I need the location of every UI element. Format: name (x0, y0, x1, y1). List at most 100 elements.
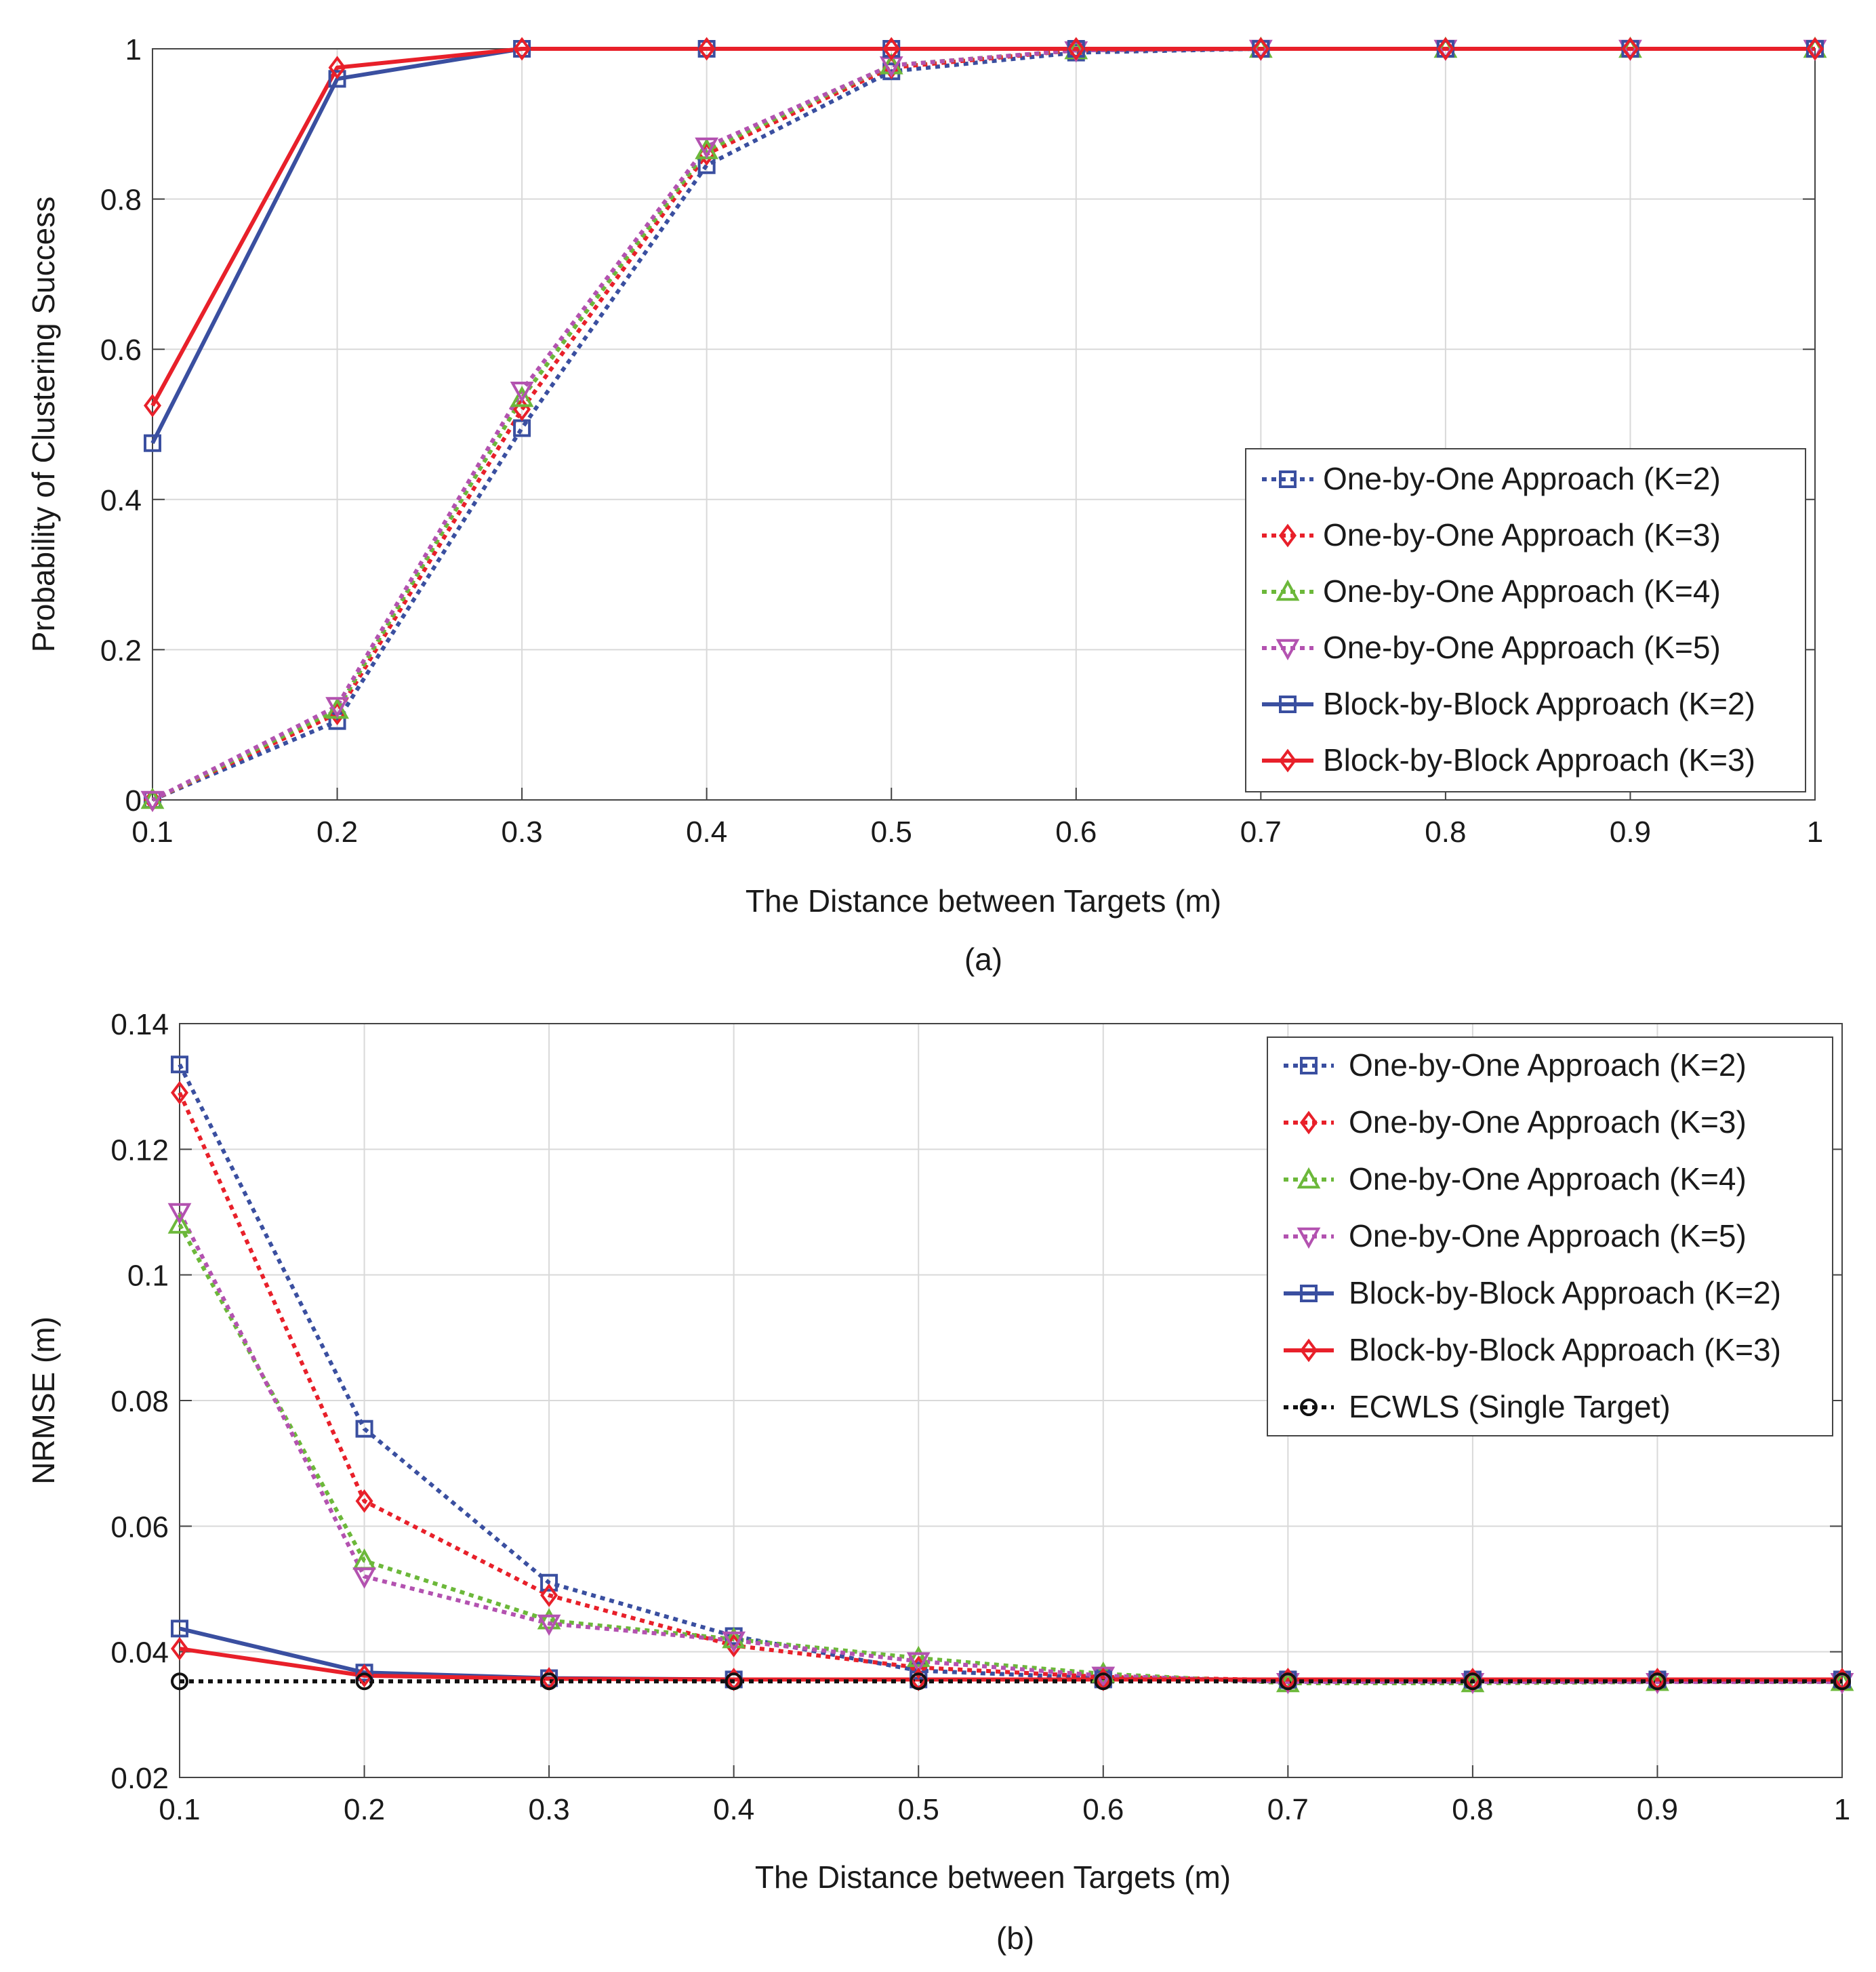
panel-a-legend-box (1245, 448, 1806, 792)
panel-a-legend-label-4: Block-by-Block Approach (K=2) (1323, 686, 1755, 721)
panel-b-legend-label-6: ECWLS (Single Target) (1349, 1389, 1671, 1424)
panel-a-x-tick-label: 0.5 (871, 816, 912, 849)
panel-a-series (140, 36, 1827, 813)
panel-a-x-tick-label: 0.3 (502, 816, 543, 849)
panel-a-series-4-point (328, 70, 346, 88)
panel-b-x-tick-label: 0.6 (1082, 1793, 1124, 1826)
panel-a-series-5-point (882, 37, 901, 61)
panel-a-series-5-point (328, 56, 346, 80)
panel-a-x-tick-label: 0.7 (1240, 816, 1282, 849)
panel-b-series-1-point (540, 1583, 558, 1607)
panel-b-y-axis-label: NRMSE (m) (26, 1316, 61, 1485)
panel-a-x-tick-label: 0.1 (131, 816, 173, 849)
panel-a-series-5-point (144, 393, 161, 418)
panel-b-legend-swatch-marker-0 (1300, 1057, 1318, 1074)
panel-b-y-tick-label: 0.02 (110, 1762, 169, 1795)
panel-b-y-tick-label: 0.06 (110, 1510, 169, 1544)
panel-a-x-tick-label: 0.2 (317, 816, 358, 849)
panel-b-series-6-point (1648, 1672, 1667, 1691)
panel-b-y-tick-label: 0.14 (110, 1008, 169, 1041)
panel-a-series-5-point (513, 37, 531, 61)
panel-a-y-tick-label: 0 (125, 784, 142, 818)
panel-b-legend-label-5: Block-by-Block Approach (K=3) (1349, 1332, 1781, 1367)
panel-b-legend-label-2: One-by-One Approach (K=4) (1349, 1161, 1747, 1196)
panel-b-y-tick-label: 0.04 (110, 1636, 169, 1670)
panel-a-series-5-point (1806, 37, 1824, 61)
panel-b-series-6-point (540, 1672, 558, 1691)
panel-b-series-3-point (352, 1567, 376, 1589)
panel-a-legend-swatch-marker-3 (1276, 639, 1300, 661)
panel-b-legend-swatch-marker-4 (1300, 1285, 1318, 1302)
panel-a-y-tick-label: 0.2 (100, 634, 142, 667)
panel-b-legend-swatches (1284, 1057, 1334, 1416)
panel-b-series-6-point (725, 1672, 743, 1691)
panel-b-x-tick-label: 0.9 (1637, 1793, 1678, 1826)
panel-b-legend-label-4: Block-by-Block Approach (K=2) (1349, 1275, 1781, 1310)
panel-b-legend-label-1: One-by-One Approach (K=3) (1349, 1104, 1747, 1140)
panel-b-x-tick-label: 0.7 (1267, 1793, 1309, 1826)
panel-a-legend-label-5: Block-by-Block Approach (K=3) (1323, 742, 1755, 778)
panel-b-x-tick-label: 0.5 (898, 1793, 939, 1826)
panel-b-series-6-point (1833, 1672, 1851, 1691)
panel-b-x-tick-label: 0.4 (713, 1793, 754, 1826)
panel-b-legend-swatch-marker-1 (1300, 1110, 1318, 1135)
panel-b-series-2-point (906, 1645, 931, 1668)
panel-b-legend-swatch-marker-3 (1297, 1227, 1321, 1249)
panel-a-ticks: 0.1 0.2 0.3 0.4 0.5 0.6 0.7 0.8 0.9 1 0 0.2 0.4 0.6 0.… (100, 33, 1823, 849)
panel-b-x-axis-label: The Distance between Targets (m) (755, 1859, 1231, 1895)
panel-a-legend: One-by-One Approach (K=2) One-by-One App… (1245, 448, 1806, 792)
panel-a-series-5-point (1067, 37, 1085, 61)
panel-a-series-5-point (697, 37, 716, 61)
panel-a-series-5-point (1621, 37, 1639, 61)
panel-a-legend-label-2: One-by-One Approach (K=4) (1323, 574, 1721, 609)
panel-a-legend-swatch-marker-2 (1276, 579, 1300, 601)
panel-a-x-tick-label: 0.4 (686, 816, 727, 849)
panel-b-x-tick-label: 0.2 (344, 1793, 385, 1826)
panel-b-series-6-point (355, 1672, 373, 1691)
panel-b-series-1-point (171, 1081, 188, 1105)
panel-a-caption: (a) (964, 942, 1002, 977)
panel-a-legend-swatch-marker-4 (1279, 696, 1297, 713)
panel-a-legend-swatch-marker-1 (1279, 523, 1297, 548)
panel-a-series-3-point (140, 790, 165, 813)
panel-b-series-6-point (1094, 1672, 1112, 1691)
panel-a-x-tick-label: 0.6 (1055, 816, 1097, 849)
panel-b-series-2-point (722, 1627, 746, 1649)
panel-a-x-tick-label: 1 (1807, 816, 1823, 849)
panel-b-series-2-point (167, 1212, 192, 1234)
panel-b-series-3-point (722, 1631, 746, 1653)
panel-b-series-6-point (1463, 1672, 1482, 1691)
panel-b-legend-swatch-marker-6 (1300, 1398, 1318, 1416)
panel-a-series-5-point (1436, 37, 1454, 61)
panel-b-series (167, 1055, 1854, 1695)
panel-a-series-3-point (325, 697, 349, 719)
panel-a-legend-swatches (1262, 470, 1313, 773)
panel-b-series-3-point (906, 1652, 931, 1674)
panel-a-series-3-point (510, 381, 534, 403)
panel-a-series-line-1 (151, 47, 1815, 802)
panel-b-series-5-point (355, 1664, 373, 1688)
panel-a-y-tick-label: 0.6 (100, 334, 142, 367)
panel-b-series-line-0 (178, 1063, 1842, 1683)
panel-a-y-tick-label: 1 (125, 33, 142, 66)
panel-b-series-1-point (355, 1489, 373, 1513)
panel-b-y-tick-label: 0.08 (110, 1385, 169, 1418)
panel-b-x-tick-label: 0.1 (159, 1793, 200, 1826)
panel-b-series-6-point (910, 1672, 928, 1691)
panel-b-series-3-point (167, 1203, 192, 1225)
panel-a-legend-label-0: One-by-One Approach (K=2) (1323, 461, 1721, 496)
panel-a-y-tick-label: 0.4 (100, 484, 142, 517)
panel-a-series-3-point (695, 137, 719, 159)
panel-a-y-axis-label: Probability of Clustering Success (26, 197, 61, 652)
panel-b-x-tick-label: 0.3 (529, 1793, 570, 1826)
panel-a-x-axis-label: The Distance between Targets (m) (746, 883, 1221, 919)
panel-a-legend-label-3: One-by-One Approach (K=5) (1323, 630, 1721, 665)
panel-b-legend: One-by-One Approach (K=2) One-by-One App… (1267, 1037, 1833, 1436)
panel-a-series-2-point (510, 386, 534, 407)
panel-b-series-3-point (537, 1614, 561, 1636)
panel-b-series-5-point (171, 1636, 188, 1661)
panel-a-series-5-point (1252, 37, 1270, 61)
panel-a-y-tick-label: 0.8 (100, 184, 142, 217)
panel-b-caption: (b) (996, 1920, 1034, 1956)
